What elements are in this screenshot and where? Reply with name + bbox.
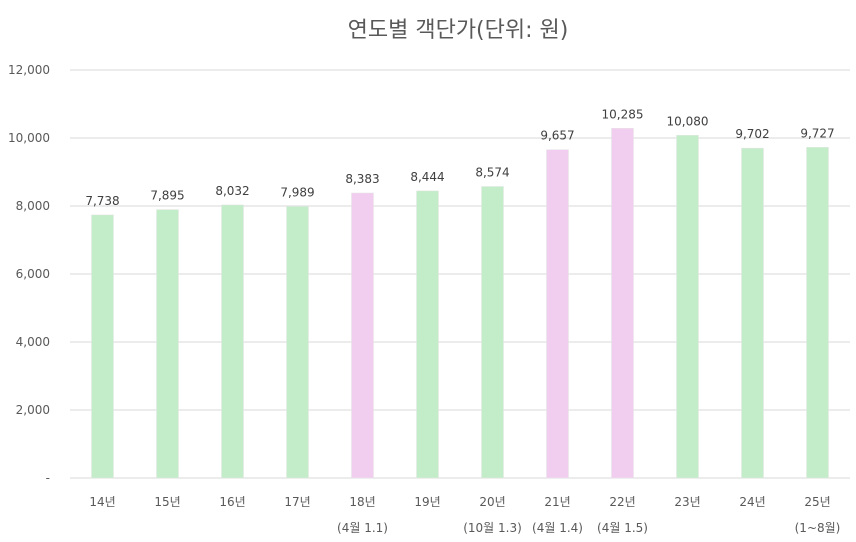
data-label: 9,727	[800, 126, 834, 140]
y-tick-label: 4,000	[16, 335, 50, 349]
y-tick-label: 8,000	[16, 199, 50, 213]
x-tick-label: 18년	[349, 495, 375, 509]
data-label: 10,080	[667, 114, 709, 128]
x-tick-sublabel: (4월 1.1)	[337, 521, 388, 535]
x-tick-label: 20년	[479, 495, 505, 509]
bar	[351, 192, 374, 479]
y-axis-ticks: - 2,000 4,000 6,000 8,000 10,000 12,000	[8, 63, 50, 485]
x-tick-label: 19년	[414, 495, 440, 509]
x-tick-label: 24년	[739, 495, 765, 509]
data-label: 7,895	[150, 189, 184, 203]
y-tick-label: 12,000	[8, 63, 50, 77]
x-tick-sublabel: (10월 1.3)	[463, 521, 522, 535]
y-tick-label: 6,000	[16, 267, 50, 281]
chart-title: 연도별 객단가(단위: 원)	[348, 18, 569, 43]
bar	[416, 190, 439, 479]
y-tick-label: 2,000	[16, 403, 50, 417]
data-labels: 7,738 7,895 8,032 7,989 8,383 8,444 8,574 9,657…	[85, 107, 834, 208]
data-label: 7,989	[280, 185, 314, 199]
y-tick-label: -	[46, 471, 50, 485]
data-label: 8,032	[215, 184, 249, 198]
x-tick-label: 21년	[544, 495, 570, 509]
x-axis-labels: 14년 15년 16년 17년 18년 (4월 1.1) 19년 20년 (10월 1.3) 21…	[89, 495, 840, 535]
gridlines	[70, 69, 850, 479]
x-tick-label: 23년	[674, 495, 700, 509]
bars	[91, 128, 829, 479]
bar	[546, 149, 569, 479]
bar	[741, 147, 764, 479]
bar	[286, 206, 309, 479]
data-label: 9,702	[735, 127, 769, 141]
data-label: 9,657	[540, 129, 574, 143]
x-tick-label: 16년	[219, 495, 245, 509]
data-label: 7,738	[85, 194, 119, 208]
bar	[221, 204, 244, 479]
data-label: 8,444	[410, 170, 444, 184]
bar	[676, 135, 699, 479]
bar	[156, 209, 179, 479]
x-tick-sublabel: (1~8월)	[795, 521, 841, 535]
bar	[611, 128, 634, 479]
x-tick-label: 15년	[154, 495, 180, 509]
x-tick-sublabel: (4월 1.4)	[532, 521, 583, 535]
x-tick-label: 25년	[804, 495, 830, 509]
x-tick-label: 22년	[609, 495, 635, 509]
x-tick-sublabel: (4월 1.5)	[597, 521, 648, 535]
y-tick-label: 10,000	[8, 131, 50, 145]
data-label: 8,574	[475, 165, 509, 179]
x-tick-label: 17년	[284, 495, 310, 509]
bar	[481, 186, 504, 479]
bar	[91, 214, 114, 479]
x-tick-label: 14년	[89, 495, 115, 509]
bar	[806, 147, 829, 479]
data-label: 10,285	[602, 107, 644, 121]
data-label: 8,383	[345, 172, 379, 186]
